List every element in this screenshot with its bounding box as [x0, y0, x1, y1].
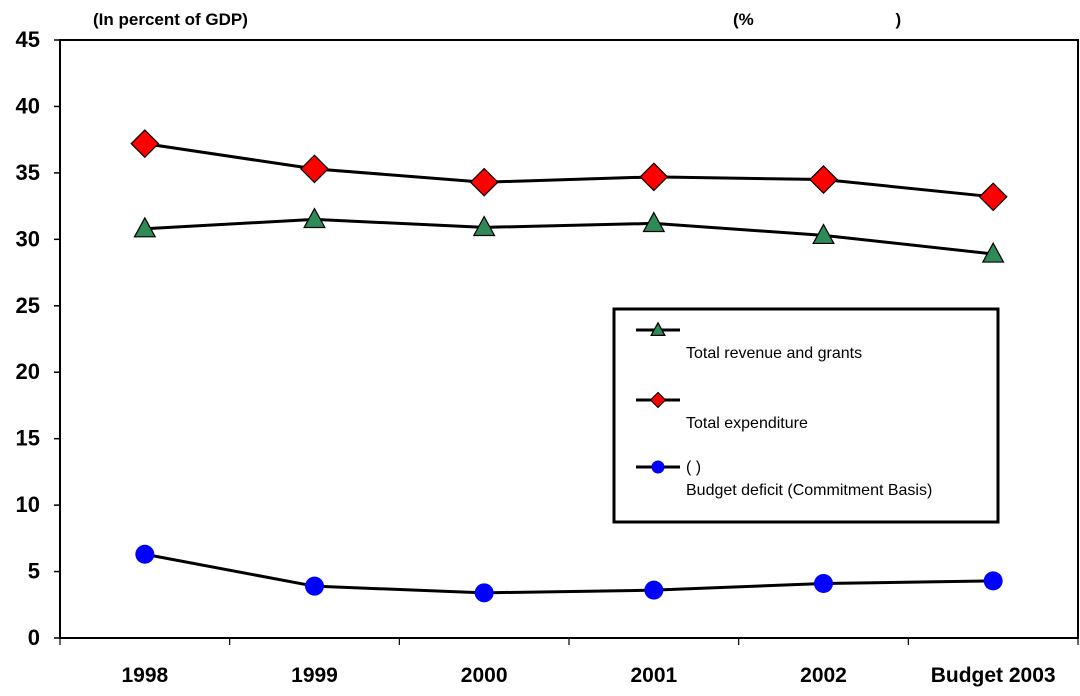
series-line [144, 552, 994, 595]
y-tick-label: 10 [16, 492, 40, 517]
data-point [472, 215, 496, 237]
legend-entry: ( ) Budget deficit (Commitment Basis) [636, 459, 932, 499]
y-tick-label: 45 [16, 27, 40, 52]
legend-marker [651, 460, 665, 474]
data-point [130, 129, 160, 159]
legend-marker [649, 391, 667, 409]
y-tick-label: 30 [16, 226, 40, 251]
x-tick-label: 2002 [800, 664, 847, 687]
series-3 [135, 544, 1003, 603]
y-tick-label: 15 [16, 426, 40, 451]
y-tick-label: 25 [16, 293, 40, 318]
data-point [983, 571, 1003, 591]
legend-marker [650, 321, 666, 336]
data-point [812, 223, 835, 245]
data-point [135, 544, 155, 564]
legend-label: Total expenditure [686, 415, 808, 432]
x-tick-label: 2001 [630, 664, 677, 687]
data-point [474, 583, 494, 603]
y-tick-label: 0 [28, 625, 40, 650]
legend-label-top: ( ) [686, 459, 701, 476]
legend-entry: Total expenditure [636, 391, 808, 432]
series-layer [130, 129, 1008, 603]
data-point [305, 576, 324, 596]
data-point [642, 211, 666, 233]
x-tick-label: 1998 [121, 664, 168, 687]
legend: Total revenue and grants Total expenditur… [612, 307, 1000, 524]
series-2 [130, 129, 1008, 212]
x-tick-label: 1999 [291, 664, 338, 687]
data-point [133, 216, 157, 238]
y-tick-label: 5 [28, 559, 40, 584]
data-point [981, 241, 1005, 263]
data-point [639, 162, 669, 192]
legend-label: Total revenue and grants [686, 345, 862, 362]
y-tick-label: 20 [16, 359, 40, 384]
legend-label: Budget deficit (Commitment Basis) [686, 482, 932, 499]
y-axis: 0 5 10 15 20 25 30 35 40 45 [16, 27, 60, 650]
data-point [303, 207, 326, 229]
chart-title: (In percent of GDP) [93, 10, 248, 29]
series-1 [133, 207, 1005, 263]
y-tick-label: 40 [16, 93, 40, 118]
data-point [300, 154, 329, 184]
y-tick-label: 35 [16, 160, 40, 185]
data-point [469, 167, 499, 197]
x-axis: 1998 1999 2000 2001 2002 Budget 2003 [59, 638, 1079, 687]
legend-box [612, 307, 1000, 524]
data-point [978, 182, 1008, 212]
legend-entry: Total revenue and grants [636, 321, 862, 362]
x-tick-label: 2000 [461, 664, 508, 687]
chart-title-secondary: (% ) [733, 10, 901, 29]
series-line [144, 217, 994, 256]
data-point [644, 580, 664, 600]
data-point [814, 574, 833, 594]
x-tick-label: Budget 2003 [931, 664, 1056, 687]
series-line [144, 142, 994, 199]
data-point [809, 165, 838, 195]
